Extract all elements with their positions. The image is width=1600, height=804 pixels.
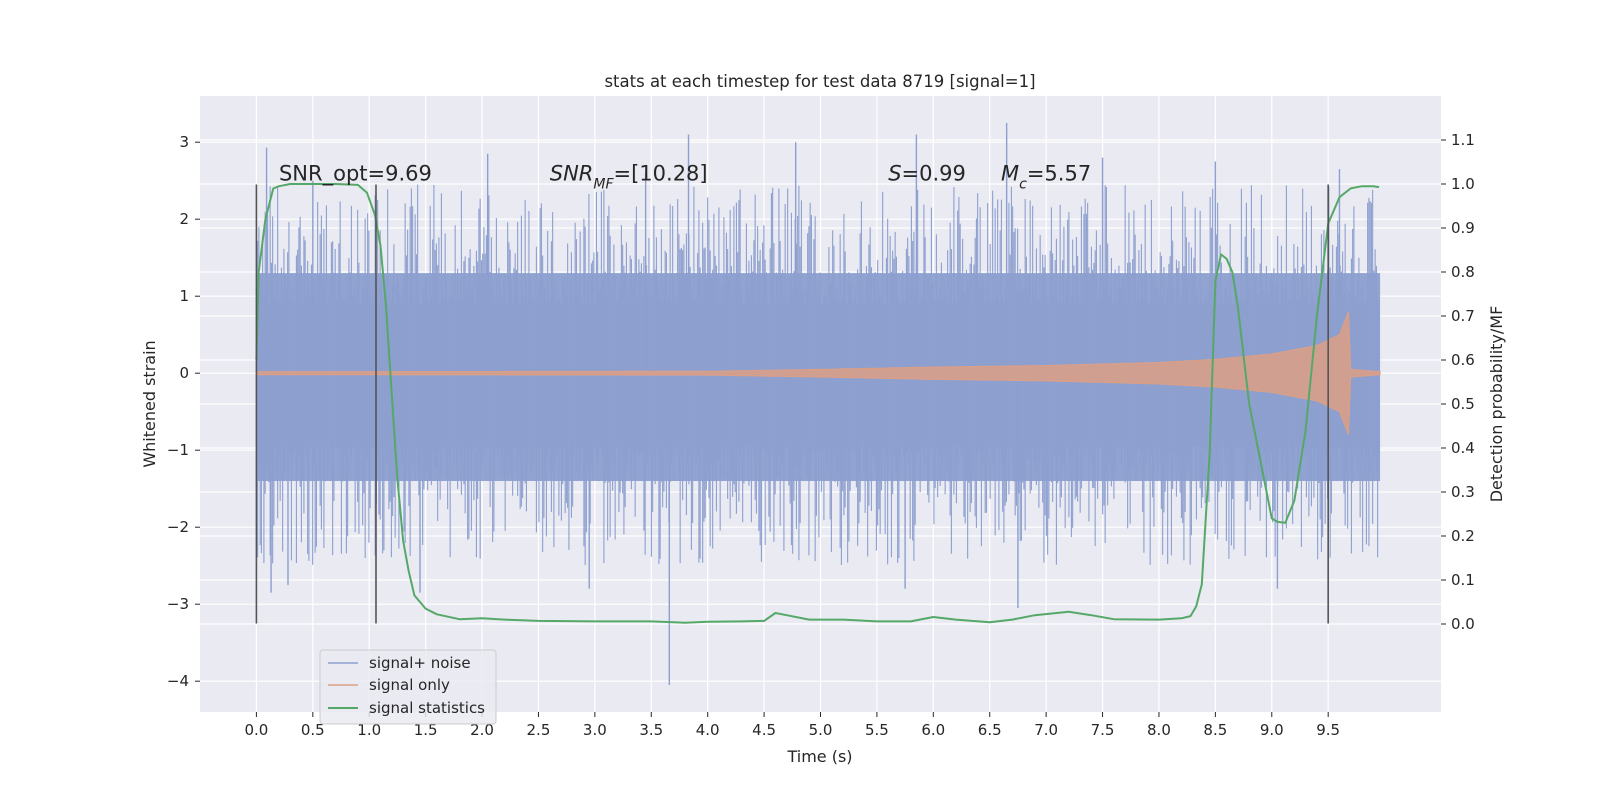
x-tick-label: 7.0: [1034, 721, 1058, 739]
y-right-tick-label: 0.5: [1451, 395, 1475, 413]
y-left-axis-ticks: −4 −3 −2 −1 0 1 2 3: [167, 133, 200, 690]
annotation-text: SNR_opt=9.69: [279, 162, 432, 187]
x-tick-label: 4.0: [696, 721, 720, 739]
chart-title: stats at each timestep for test data 871…: [604, 72, 1035, 91]
y-left-tick-label: −3: [167, 595, 189, 613]
x-tick-label: 3.0: [583, 721, 607, 739]
legend-label-signal-statistics: signal statistics: [369, 699, 485, 717]
y-right-tick-label: 1.0: [1451, 175, 1475, 193]
annotation-part: =5.57: [1027, 162, 1091, 186]
series-signal-statistics: [255, 183, 1380, 624]
annotation-text: S=0.99: [888, 162, 966, 186]
annotation-part: SNR: [550, 162, 594, 186]
x-tick-label: 2.0: [470, 721, 494, 739]
y-right-tick-label: 0.9: [1451, 219, 1475, 237]
y-right-tick-label: 0.8: [1451, 263, 1475, 281]
y-right-tick-label: 0.7: [1451, 307, 1475, 325]
y-left-tick-label: −1: [167, 441, 189, 459]
y-right-tick-label: 0.0: [1451, 615, 1475, 633]
y-right-tick-label: 0.4: [1451, 439, 1475, 457]
x-tick-label: 9.5: [1316, 721, 1340, 739]
y-right-tick-label: 0.6: [1451, 351, 1475, 369]
y-axis-label-right: Detection probability/MF: [1487, 306, 1506, 503]
y-right-tick-label: 0.2: [1451, 527, 1475, 545]
x-tick-label: 0.5: [301, 721, 325, 739]
vertical-markers: [255, 184, 1329, 624]
legend-label-signal-noise: signal+ noise: [369, 654, 471, 672]
legend-label-signal-only: signal only: [369, 676, 450, 694]
x-tick-label: 4.5: [752, 721, 776, 739]
x-tick-label: 8.5: [1203, 721, 1227, 739]
x-tick-label: 1.5: [414, 721, 438, 739]
annotation-part: M: [1001, 162, 1019, 186]
x-tick-label: 1.0: [357, 721, 381, 739]
y-left-tick-label: −4: [167, 672, 189, 690]
y-right-tick-label: 0.3: [1451, 483, 1475, 501]
annotation-text: SNRMF=[10.28]: [550, 162, 708, 193]
y-right-axis-ticks: 0.0 0.1 0.2 0.3 0.4 0.5 0.6 0.7 0.8 0.9 1.0 1.1: [1441, 131, 1475, 633]
x-tick-label: 3.5: [639, 721, 663, 739]
x-tick-label: 5.5: [865, 721, 889, 739]
x-tick-label: 7.5: [1091, 721, 1115, 739]
y-right-tick-label: 0.1: [1451, 571, 1475, 589]
y-right-tick-label: 1.1: [1451, 131, 1475, 149]
x-tick-label: 6.0: [921, 721, 945, 739]
x-tick-label: 6.5: [978, 721, 1002, 739]
annotations: SNR_opt=9.69 SNRMF=[10.28] S=0.99 Mc=5.57: [279, 162, 1091, 193]
x-axis-ticks: 0.0 0.5 1.0 1.5 2.0 2.5 3.0 3.5 4.0 4.5 5.0 5.5 6.0 6…: [244, 712, 1340, 739]
x-tick-label: 9.0: [1260, 721, 1284, 739]
plot-area: [255, 122, 1381, 686]
annotation-part: =0.99: [902, 162, 966, 186]
y-axis-label-left: Whitened strain: [140, 340, 159, 467]
annotation-part: MF: [593, 177, 614, 193]
x-axis-label: Time (s): [786, 747, 852, 766]
series-signal-only: [255, 311, 1381, 435]
legend: signal+ noise signal only signal statist…: [319, 649, 497, 725]
y-left-tick-label: −2: [167, 518, 189, 536]
series-signal-noise: [255, 122, 1381, 686]
annotation-part: S: [888, 162, 901, 186]
x-tick-label: 0.0: [244, 721, 268, 739]
y-left-tick-label: 1: [179, 287, 189, 305]
legend-box: [319, 649, 497, 725]
annotation-part: c: [1019, 177, 1027, 193]
annotation-part: SNR_opt=9.69: [279, 162, 432, 187]
y-left-tick-label: 2: [179, 210, 189, 228]
annotation-text: Mc=5.57: [1001, 162, 1091, 193]
x-tick-label: 2.5: [527, 721, 551, 739]
y-left-tick-label: 0: [179, 364, 189, 382]
y-left-tick-label: 3: [179, 133, 189, 151]
x-tick-label: 8.0: [1147, 721, 1171, 739]
x-tick-label: 5.0: [809, 721, 833, 739]
annotation-part: =[10.28]: [614, 162, 708, 186]
